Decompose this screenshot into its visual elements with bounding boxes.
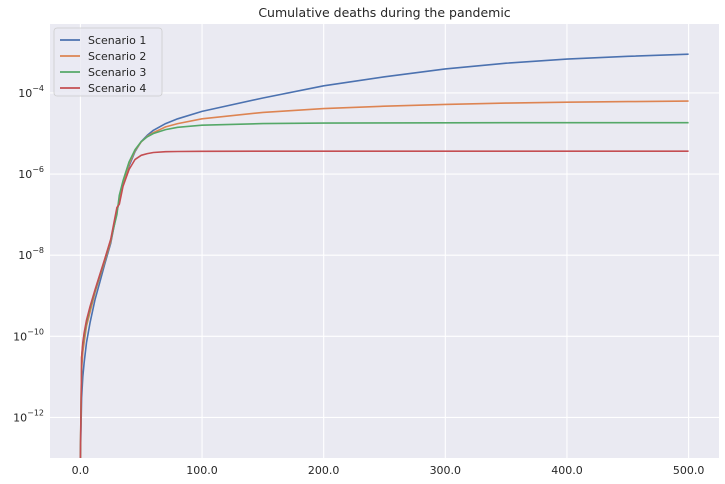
series-line-4 — [79, 150, 689, 458]
plot-background — [50, 24, 719, 458]
x-tick-label: 400.0 — [551, 464, 583, 477]
x-tick-label: 100.0 — [186, 464, 218, 477]
series-layer — [79, 53, 689, 458]
legend-label: Scenario 1 — [88, 34, 146, 47]
x-axis: 0.0 100.0 200.0 300.0 400.0 500.0 — [72, 464, 705, 477]
y-tick-label: 10−8 — [18, 246, 44, 262]
legend-box — [53, 27, 163, 97]
y-tick-exponent: −6 — [32, 165, 44, 174]
y-tick-exponent: −8 — [32, 246, 44, 255]
y-tick-exponent: −4 — [32, 84, 44, 93]
y-tick-label: 10−12 — [13, 408, 44, 424]
y-tick-label: 10−4 — [18, 84, 44, 100]
y-tick-exponent: −12 — [27, 408, 44, 417]
x-tick-label: 200.0 — [308, 464, 340, 477]
y-tick-base: 10 — [18, 249, 32, 262]
chart-title: Cumulative deaths during the pandemic — [258, 5, 510, 20]
y-tick-label: 10−6 — [18, 165, 44, 181]
y-tick-base: 10 — [13, 411, 27, 424]
grid — [50, 24, 719, 458]
legend-label: Scenario 2 — [88, 50, 146, 63]
legend-label: Scenario 4 — [88, 82, 146, 95]
x-tick-label: 0.0 — [72, 464, 90, 477]
y-tick-exponent: −10 — [27, 327, 44, 336]
x-tick-label: 500.0 — [673, 464, 705, 477]
x-tick-label: 300.0 — [430, 464, 462, 477]
y-tick-label: 10−10 — [13, 327, 44, 343]
legend: Scenario 1 Scenario 2 Scenario 3 Scenario 4 — [53, 27, 163, 97]
y-tick-base: 10 — [18, 168, 32, 181]
legend-label: Scenario 3 — [88, 66, 146, 79]
y-tick-base: 10 — [13, 330, 27, 343]
y-tick-base: 10 — [18, 87, 32, 100]
